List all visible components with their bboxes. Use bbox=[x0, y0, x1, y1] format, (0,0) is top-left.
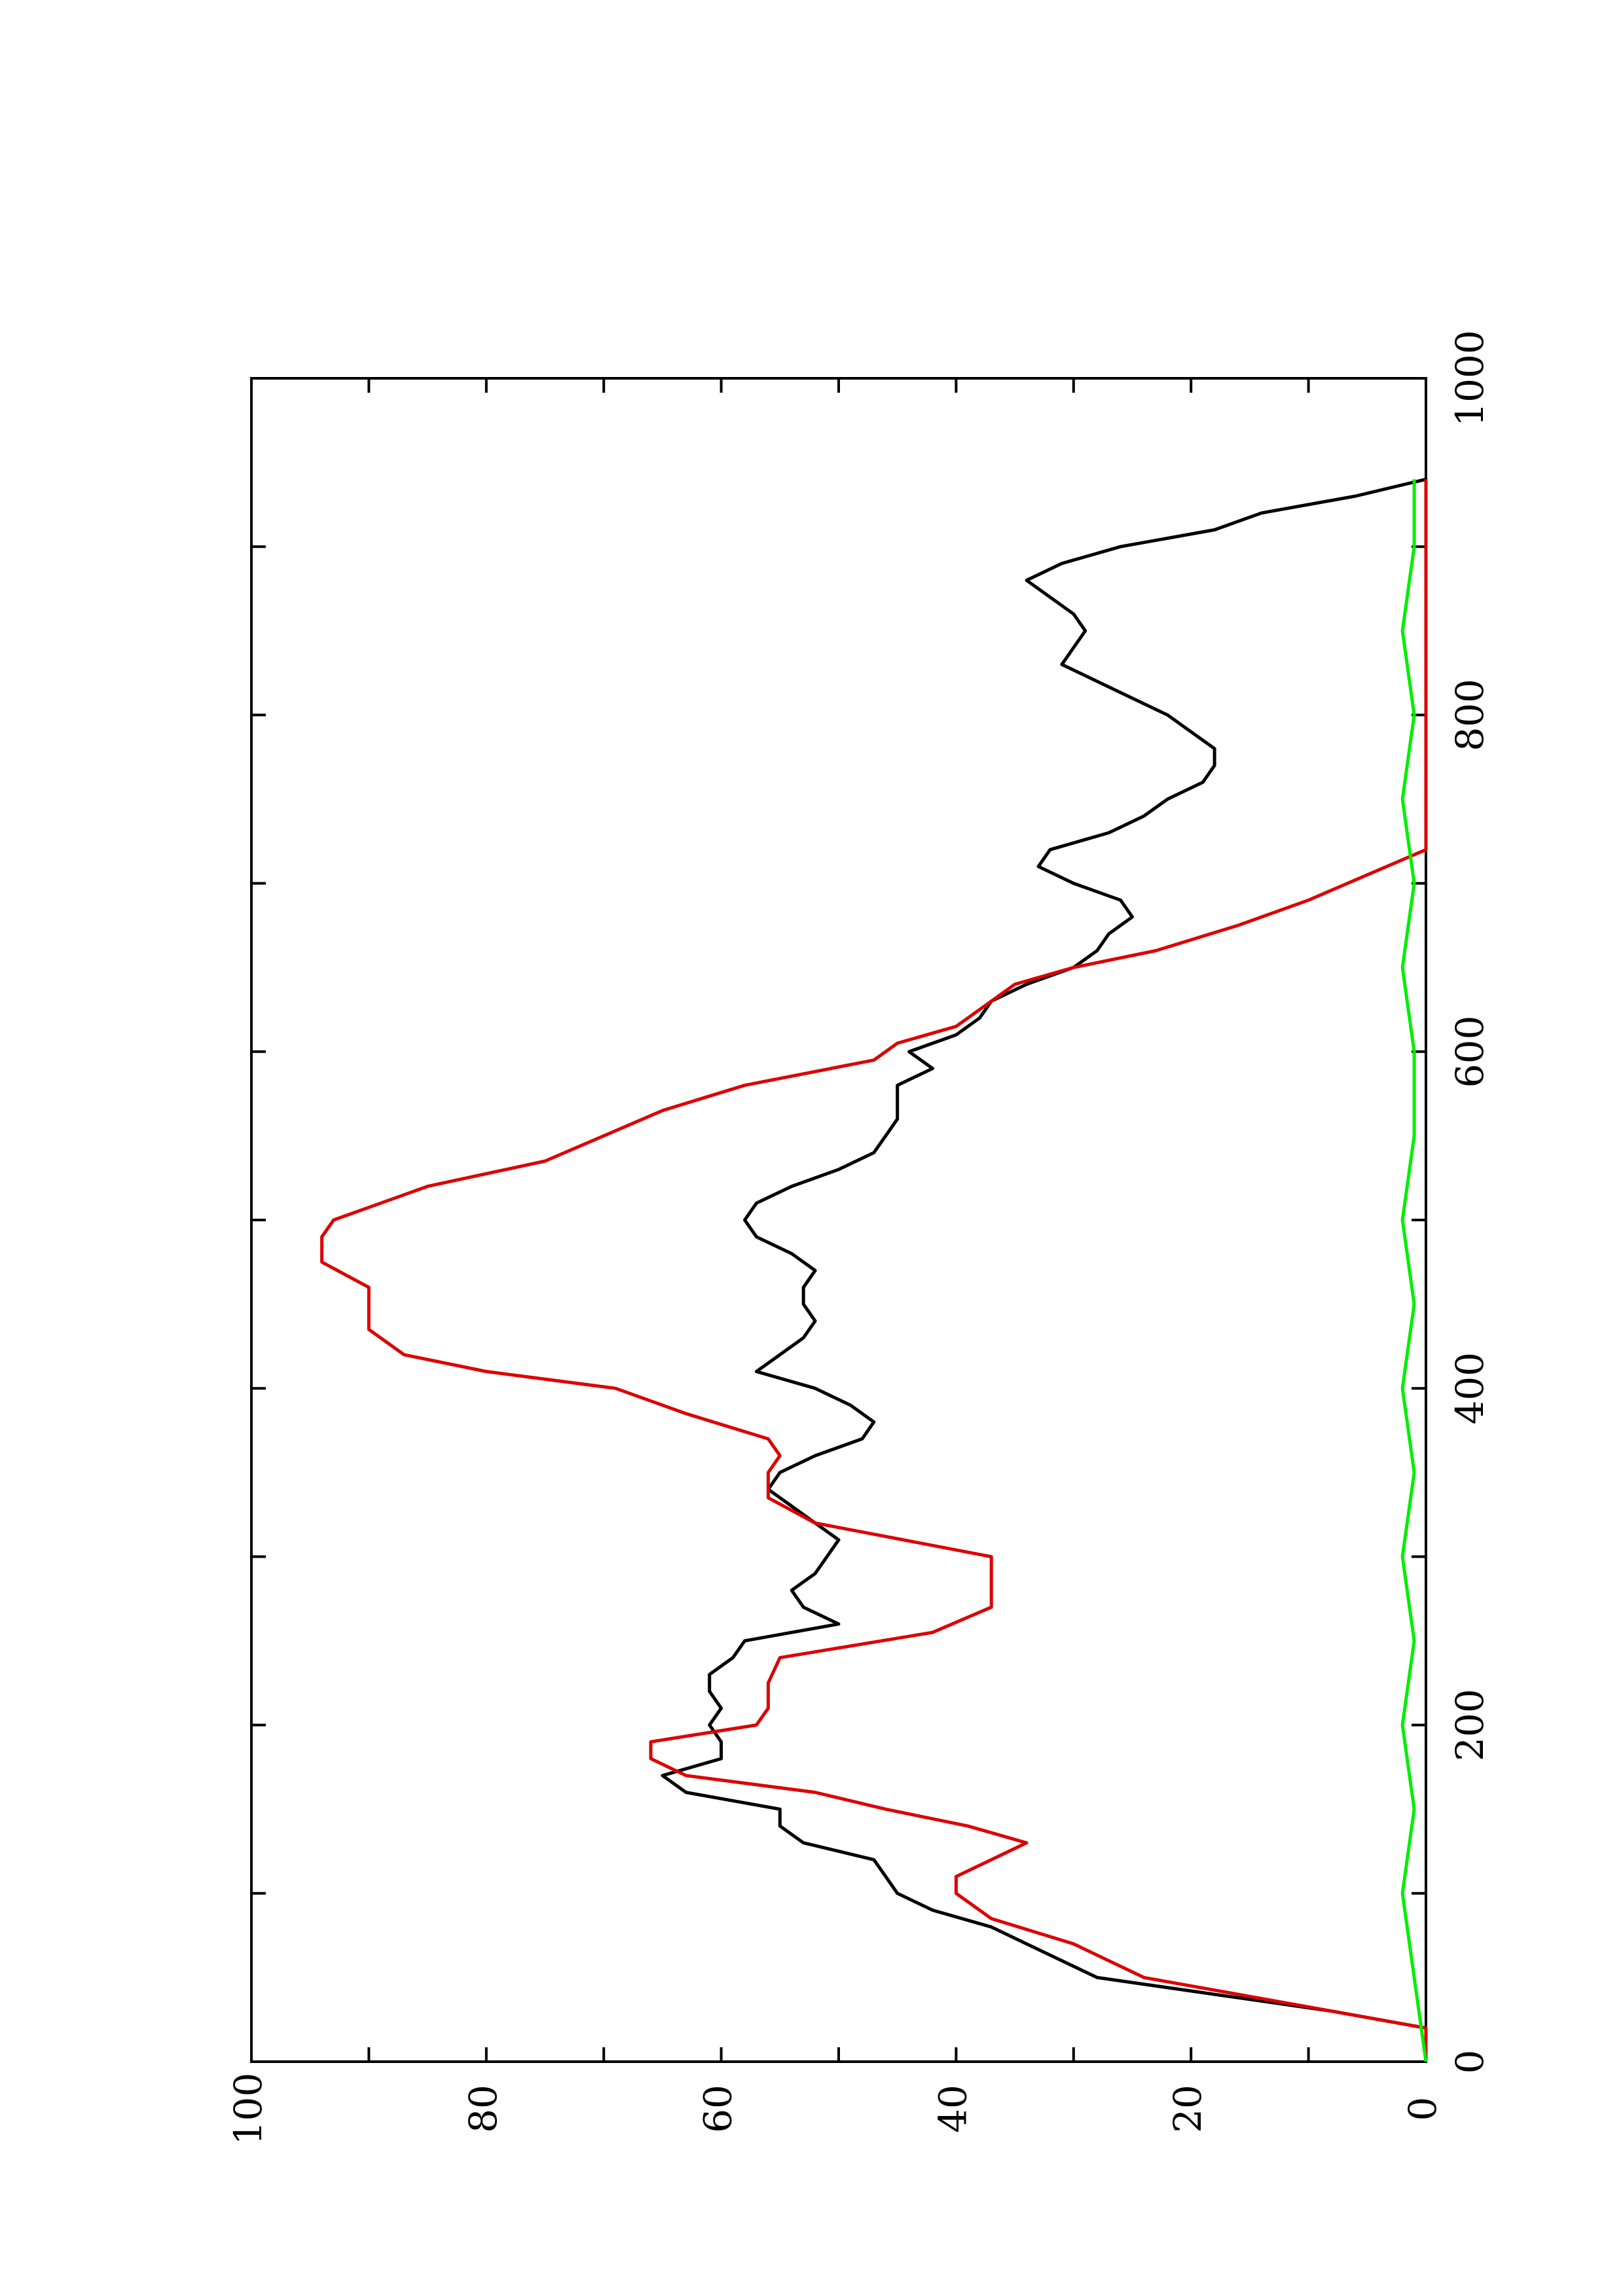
chart-series bbox=[320, 477, 1428, 2062]
x-tick-label: 0 bbox=[1448, 2050, 1492, 2074]
y-tick-label: 20 bbox=[1165, 2085, 1210, 2133]
y-tick-label: 100 bbox=[226, 2073, 270, 2145]
y-tick-label: 0 bbox=[1400, 2097, 1445, 2121]
y-tick-label: 80 bbox=[461, 2085, 505, 2133]
plot-frame bbox=[250, 377, 1427, 2063]
series-line-1 bbox=[661, 477, 1428, 2062]
chart-axes: 0 200 400 600 800 1000 0 20 40 60 80 100 bbox=[226, 330, 1492, 2145]
x-tick-label: 600 bbox=[1448, 1015, 1492, 1088]
x-tick-label: 1000 bbox=[1448, 330, 1492, 427]
series-line-2 bbox=[320, 479, 1428, 2062]
y-tick-label: 60 bbox=[696, 2085, 740, 2133]
y-tick-label: 40 bbox=[930, 2085, 975, 2133]
series-line-3 bbox=[1400, 479, 1428, 2062]
x-tick-label: 200 bbox=[1448, 1689, 1492, 1761]
x-tick-label: 800 bbox=[1448, 679, 1492, 751]
x-tick-label: 400 bbox=[1448, 1352, 1492, 1425]
